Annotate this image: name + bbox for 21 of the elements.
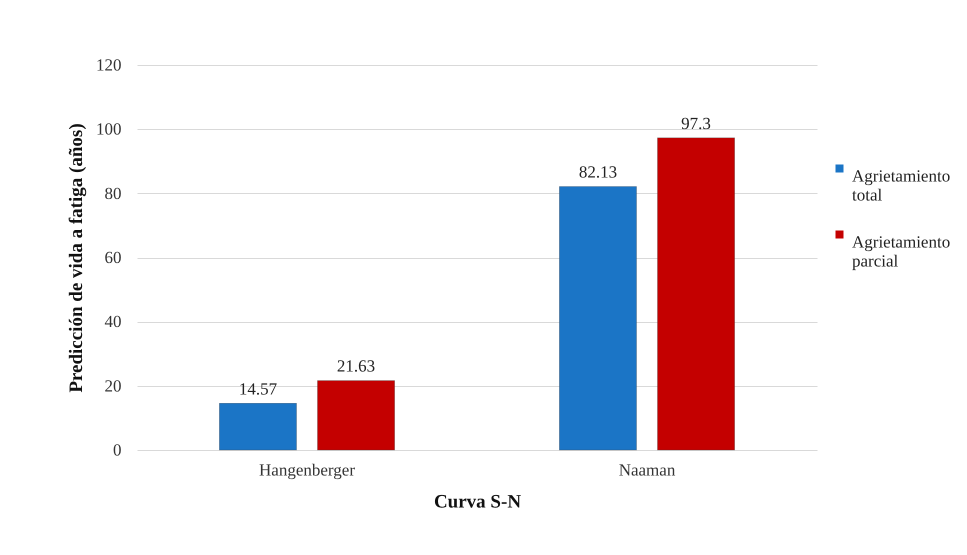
data-label: 97.3 [681, 114, 711, 133]
y-tick-label: 80 [104, 184, 122, 203]
y-tick-label: 40 [104, 312, 122, 332]
data-label: 21.63 [336, 356, 376, 376]
x-tick-label: Naaman [618, 460, 676, 480]
bar [559, 186, 637, 450]
data-label: 82.13 [578, 162, 618, 182]
y-tick-label: 120 [96, 56, 122, 74]
y-tick-label: 100 [96, 120, 122, 139]
bar [317, 380, 395, 450]
y-tick-label: 20 [104, 376, 122, 396]
x-axis-title: Curva S-N [434, 492, 522, 512]
legend-label: Agrietamiento parcial [852, 232, 950, 270]
x-tick-label: Hangenberger [259, 460, 356, 480]
bar [219, 402, 297, 450]
legend-label: Agrietamiento total [852, 166, 950, 204]
bar [657, 138, 735, 450]
data-label: 14.57 [238, 379, 278, 398]
y-tick-label: 0 [113, 440, 122, 460]
y-axis-title: Predicción de vida a fatiga (años) [66, 123, 87, 393]
y-tick-label: 60 [104, 248, 122, 267]
